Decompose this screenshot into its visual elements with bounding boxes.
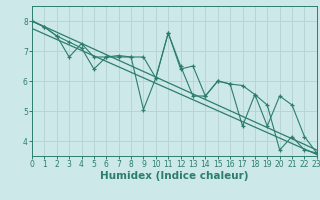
X-axis label: Humidex (Indice chaleur): Humidex (Indice chaleur) <box>100 171 249 181</box>
